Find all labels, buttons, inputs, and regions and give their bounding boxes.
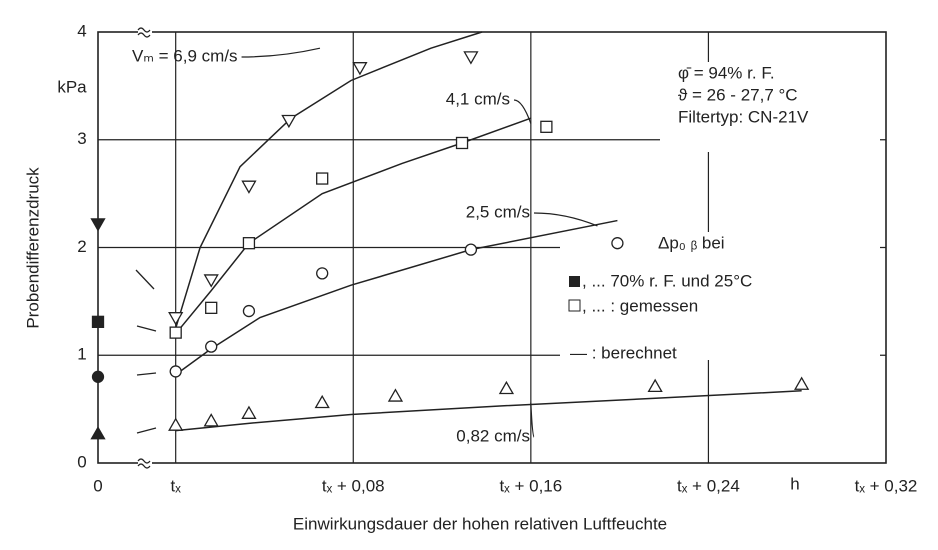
fit-curve [175, 390, 802, 432]
x-tick-label: tₓ + 0,24 [677, 476, 740, 495]
series-label: 4,1 cm/s [446, 89, 510, 108]
marker [463, 51, 479, 65]
label-leader [530, 402, 535, 438]
marker [794, 376, 810, 390]
marker [203, 413, 219, 427]
condition: Filtertyp: CN-21V [678, 107, 809, 126]
legend-symbol [568, 299, 581, 312]
label-leader [241, 47, 321, 58]
axis-breaks [137, 26, 152, 469]
series-label: Vₘ = 6,9 cm/s [132, 46, 238, 65]
marker [241, 180, 257, 194]
y-tick-label: 2 [77, 237, 86, 256]
marker [611, 237, 624, 250]
y-tick-label: 0 [77, 452, 86, 471]
marker [168, 417, 184, 431]
y-tick-label: 4 [77, 21, 86, 40]
legend-symbol [569, 276, 580, 287]
marker [242, 237, 256, 250]
marker [455, 136, 469, 150]
legend-text: Δp₀ ᵦ bei [658, 233, 725, 252]
marker [464, 243, 478, 256]
x-tick-label: tₓ [171, 476, 182, 495]
marker [241, 405, 257, 419]
y-unit: kPa [57, 77, 87, 96]
legend-text: , ... 70% r. F. und 25°C [582, 271, 752, 290]
marker [352, 62, 368, 76]
fit-curve [175, 219, 618, 376]
fit-curve [174, 31, 483, 329]
x-unit: h [790, 474, 799, 493]
marker [169, 326, 182, 339]
x-tick-label: tₓ + 0,08 [322, 476, 385, 495]
conditions-bg [660, 62, 880, 152]
marker [168, 312, 184, 326]
marker [316, 172, 329, 185]
marker [387, 388, 404, 402]
x-tick-label: tₓ + 0,16 [499, 476, 562, 495]
marker [169, 365, 182, 378]
series-label: 0,82 cm/s [456, 426, 530, 445]
condition: ϑ = 26 - 27,7 °C [678, 85, 798, 104]
marker [242, 304, 256, 318]
marker [91, 315, 105, 328]
marker [90, 426, 106, 440]
arrows [135, 269, 157, 434]
legend-bg [560, 232, 880, 360]
marker [314, 394, 330, 409]
marker [90, 218, 106, 232]
x-tick-label: 0 [93, 476, 102, 495]
marker [647, 378, 663, 393]
legend-text: , ... : gemessen [582, 296, 698, 315]
marker [203, 274, 219, 288]
x-tick-label: tₓ + 0,32 [855, 476, 918, 495]
marker [205, 301, 218, 314]
series-label: 2,5 cm/s [466, 202, 530, 221]
marker [205, 340, 218, 353]
label-leader [513, 99, 532, 124]
y-axis-label: Probendifferenzdruck [23, 167, 42, 329]
marker [316, 267, 329, 280]
y-tick-label: 1 [77, 345, 86, 364]
marker [540, 120, 553, 133]
marker [281, 114, 297, 129]
y-tick-label: 3 [77, 129, 86, 148]
label-leader [533, 212, 598, 227]
marker [91, 370, 105, 383]
legend-text: — : berechnet [570, 343, 677, 362]
x-axis-label: Einwirkungsdauer der hohen relativen Luf… [293, 514, 667, 533]
condition: φ̄ = 94% r. F. [678, 63, 775, 82]
marker [498, 380, 515, 395]
